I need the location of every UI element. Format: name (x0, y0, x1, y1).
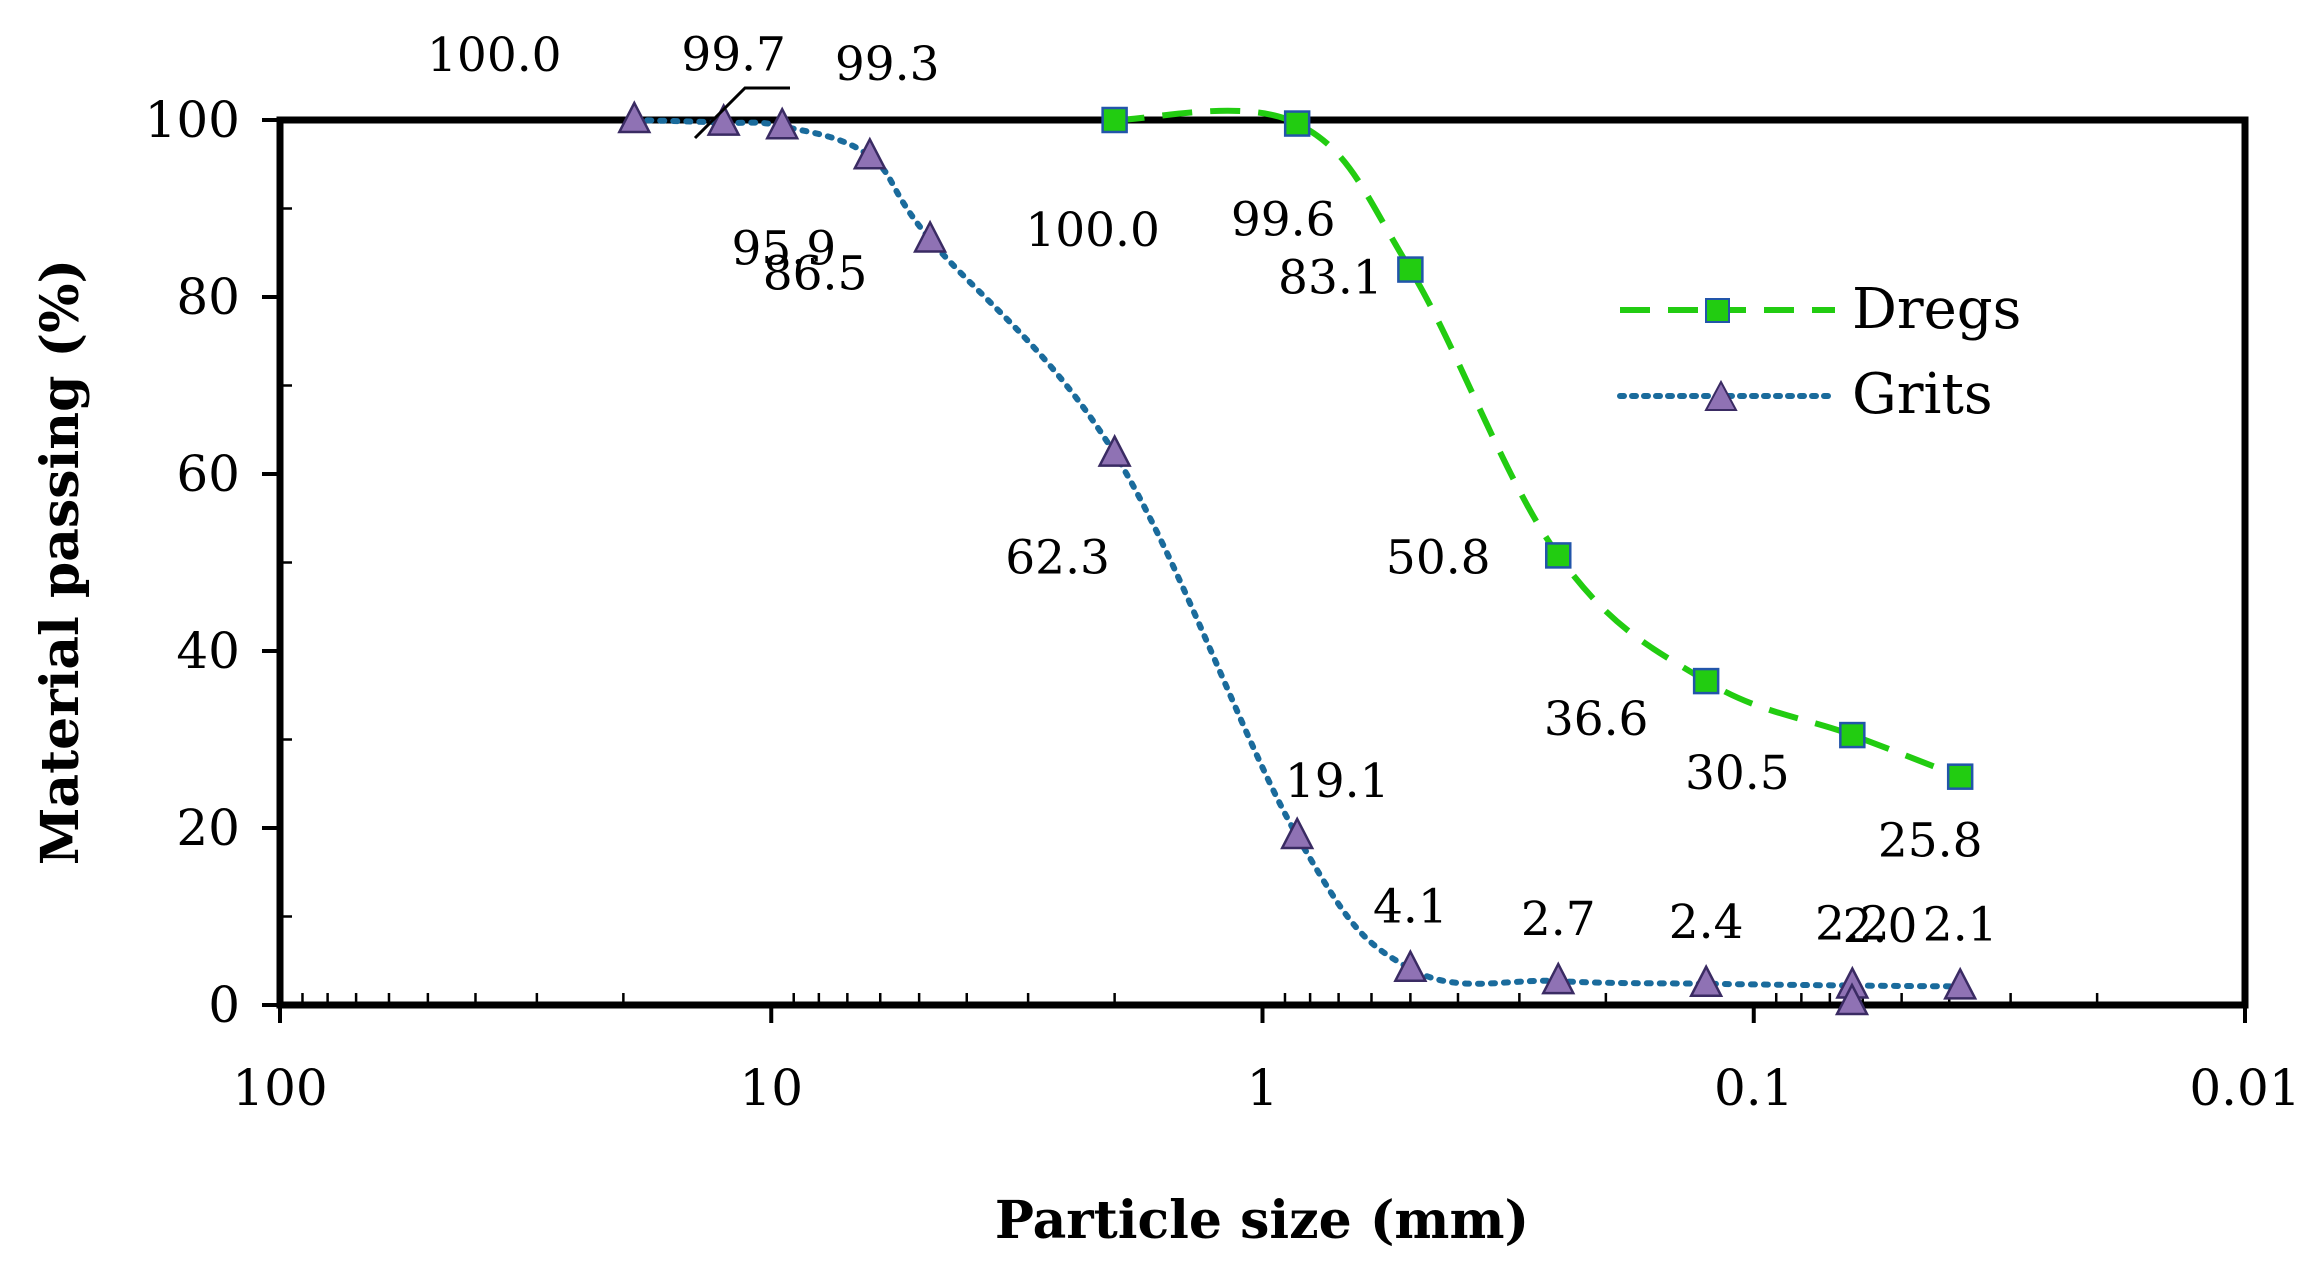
data-point-grits (706, 102, 741, 136)
legend-grits-label: Grits (1852, 362, 1993, 427)
legend-grits-marker (1704, 379, 1738, 411)
data-point-dregs (1397, 256, 1424, 283)
data-point-grits (765, 106, 800, 140)
series-lines (631, 107, 1964, 990)
data-label-grits: 2.4 (1669, 895, 1744, 950)
data-label-dregs: 36.6 (1544, 692, 1649, 747)
plot-area (276, 116, 2249, 1009)
x-tick-label: 0.01 (2189, 1059, 2300, 1117)
data-label-grits: 4.1 (1373, 880, 1448, 935)
y-tick-label: 20 (176, 799, 240, 857)
data-point-dregs (1946, 763, 1974, 790)
x-tick-label: 0.1 (1714, 1059, 1794, 1117)
data-point-dregs (1839, 721, 1866, 749)
data-label-dregs: 25.8 (1878, 814, 1983, 869)
y-tick-label: 80 (176, 268, 240, 326)
data-label-grits: 19.1 (1285, 754, 1390, 809)
data-label-grits: 95.9 (731, 221, 836, 276)
y-tick-label: 40 (176, 622, 240, 680)
data-label-grits: 99.7 (681, 28, 786, 83)
y-tick-label: 100 (145, 91, 240, 149)
data-label-grits: 99.3 (835, 37, 940, 92)
data-point-grits (1097, 433, 1132, 467)
y-ticks (262, 118, 292, 1007)
data-point-dregs (1545, 542, 1572, 569)
data-label-grits: 62.3 (1005, 531, 1110, 586)
x-tick-label: 10 (739, 1059, 803, 1117)
data-labels: 100.0 99.683.1 50.8 36.6 30.5 25.8 100.0 99.7 99… (427, 28, 1998, 954)
x-tick-label: 100 (232, 1059, 327, 1117)
y-tick-labels: 0 20 40 60 80 100 (145, 91, 240, 1034)
data-point-grits (1689, 964, 1724, 998)
data-label-grits: 2.7 (1521, 892, 1596, 947)
data-label-dregs: 83.1 (1278, 251, 1383, 306)
data-point-grits (1393, 948, 1428, 982)
data-point-dregs (1101, 106, 1128, 134)
legend-dregs-label: Dregs (1852, 277, 2021, 342)
data-label-grits: 2.1 (1923, 897, 1998, 952)
legend: Dregs Grits (1617, 277, 2021, 427)
y-tick-label: 0 (208, 976, 240, 1034)
series-line-dregs (1114, 107, 1962, 780)
series-line-grits (631, 117, 1964, 990)
data-point-grits (1943, 966, 1978, 1000)
data-label-dregs: 99.6 (1231, 193, 1336, 248)
x-axis-title: Particle size (mm) (995, 1190, 1529, 1251)
data-point-grits (1834, 982, 1870, 1016)
leader-line-99-3 (693, 86, 790, 140)
data-label-grits: 100.0 (427, 28, 562, 83)
data-label-dregs: 50.8 (1386, 530, 1491, 585)
data-point-grits (617, 100, 652, 134)
y-axis-title: Material passing (%) (30, 259, 91, 865)
data-point-grits (852, 136, 887, 170)
y-tick-label: 60 (176, 445, 240, 503)
data-label-grits: 86.5 (763, 246, 868, 301)
data-point-dregs (1283, 110, 1311, 137)
legend-dregs-marker (1705, 298, 1730, 323)
data-point-dregs (1692, 667, 1720, 695)
series-markers (617, 100, 1978, 1016)
x-tick-labels: 100 10 1 0.1 0.01 (232, 1059, 2300, 1117)
data-label-dregs: 100.0 (1025, 203, 1160, 258)
data-point-grits (1541, 961, 1576, 995)
data-label-grits: 2.2 (1815, 897, 1890, 952)
x-tick-label: 1 (1247, 1059, 1279, 1117)
data-label-dregs: 30.5 (1685, 746, 1790, 801)
data-label-extra: 2.0 (1843, 899, 1918, 954)
data-point-grits (1280, 816, 1315, 850)
major-ticks (278, 1005, 2247, 1023)
data-point-grits (913, 219, 948, 253)
